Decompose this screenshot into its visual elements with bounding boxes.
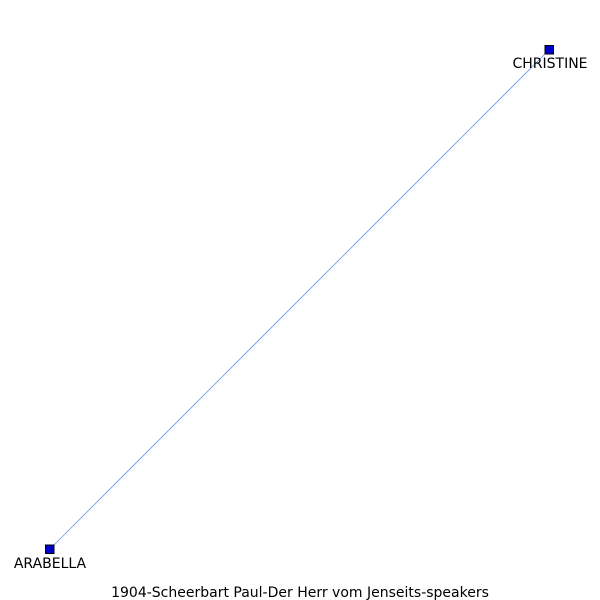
node-label-christine: CHRISTINE <box>512 56 587 72</box>
edge-christine-arabella <box>49 49 550 550</box>
node-arabella[interactable] <box>45 544 55 554</box>
node-label-arabella: ARABELLA <box>14 556 87 572</box>
node-christine[interactable] <box>544 45 554 55</box>
graph-title: 1904-Scheerbart Paul-Der Herr vom Jensei… <box>111 585 489 600</box>
